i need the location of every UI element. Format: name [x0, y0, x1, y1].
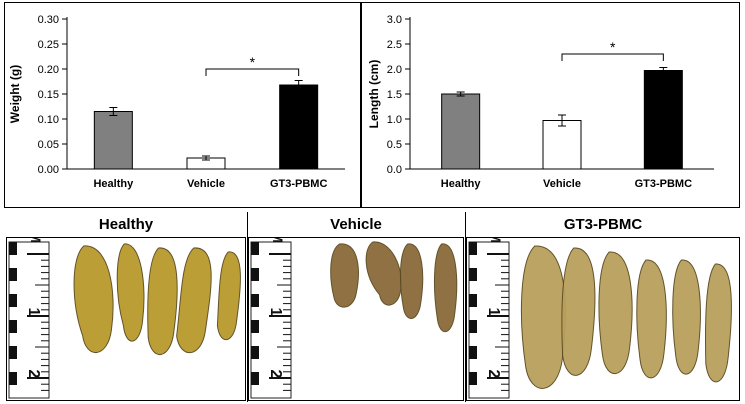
specimen — [365, 241, 402, 306]
specimen — [636, 259, 667, 379]
ruler-number: 1 — [25, 308, 42, 317]
specimen — [598, 251, 633, 375]
y-tick-label: 2.5 — [387, 39, 402, 51]
ruler-unit-label: CM — [270, 238, 286, 243]
panel-divider — [247, 212, 248, 402]
bar-vehicle — [542, 120, 582, 170]
y-tick-label: 3.0 — [387, 14, 402, 26]
significance-marker: * — [610, 39, 616, 55]
ruler-strip — [9, 268, 17, 281]
y-tick-label: 0.10 — [38, 114, 59, 126]
y-axis-label: Weight (g) — [8, 65, 22, 123]
specimen — [433, 243, 458, 333]
y-tick-label: 0.20 — [38, 64, 59, 76]
ruler-strip — [251, 268, 259, 281]
photo-vehicle-svg: CM 1 2 — [250, 238, 458, 399]
y-tick-label: 0.15 — [38, 89, 59, 101]
x-tick-label: Vehicle — [187, 178, 225, 190]
ruler-strip — [9, 346, 17, 359]
ruler-strip — [469, 294, 477, 307]
photo-healthy: CM 1 2 — [6, 237, 246, 401]
ruler: CM 1 2 — [8, 238, 50, 399]
ruler-number: 2 — [267, 370, 284, 379]
y-tick-label: 2.0 — [387, 64, 402, 76]
ruler-strip — [251, 346, 259, 359]
weight-chart-svg: 0.00 0.05 0.10 0.15 0.20 0.25 0.30 Weight (g) He… — [8, 14, 345, 190]
photo-healthy-svg: CM 1 2 — [8, 238, 241, 399]
ruler-strip — [251, 242, 259, 255]
y-axis-label: Length (cm) — [367, 60, 381, 129]
ruler: CM 1 2 — [468, 238, 510, 399]
panel-title-healthy: Healthy — [98, 216, 154, 233]
specimen — [561, 247, 596, 376]
x-tick-label: Vehicle — [543, 178, 581, 190]
ruler-strip — [469, 242, 477, 255]
specimen — [672, 259, 701, 375]
y-tick-label: 0.5 — [387, 139, 402, 151]
photo-gt3-pbmc-svg: CM 1 2 — [468, 238, 732, 399]
specimen — [216, 251, 241, 341]
ruler-strip — [9, 294, 17, 307]
length-chart-svg: 0.0 0.5 1.0 1.5 2.0 2.5 3.0 Length (cm) Healthy V… — [367, 14, 714, 190]
ruler-number: 1 — [267, 308, 284, 317]
ruler-unit-label: CM — [488, 238, 504, 243]
y-tick-label: 1.0 — [387, 114, 402, 126]
significance-bracket — [205, 68, 300, 76]
ruler-strip — [9, 320, 17, 333]
specimen — [520, 245, 566, 389]
y-tick-label: 0.25 — [38, 39, 59, 51]
ruler-number: 2 — [25, 370, 42, 379]
y-tick-label: 0.30 — [38, 14, 59, 26]
length-chart: 0.0 0.5 1.0 1.5 2.0 2.5 3.0 Length (cm) Healthy V… — [361, 2, 740, 208]
specimen — [73, 245, 114, 354]
ruler-strip — [251, 372, 259, 385]
bar-healthy — [441, 93, 481, 170]
specimen — [176, 247, 212, 354]
ruler-number: 2 — [485, 370, 502, 379]
significance-bracket — [561, 53, 664, 61]
specimen — [116, 243, 145, 342]
ruler-strip — [469, 320, 477, 333]
x-tick-label: GT3-PBMC — [635, 178, 693, 190]
panel-divider — [465, 212, 466, 402]
bar-gt3-pbmc — [279, 84, 319, 170]
y-tick-label: 1.5 — [387, 89, 402, 101]
bar-gt3-pbmc — [643, 70, 683, 170]
specimen — [705, 263, 732, 383]
photo-gt3-pbmc: CM 1 2 — [466, 237, 740, 401]
ruler-strip — [251, 294, 259, 307]
y-tick-label: 0.00 — [38, 164, 59, 176]
x-tick-label: Healthy — [93, 178, 134, 190]
x-tick-label: Healthy — [441, 178, 482, 190]
specimen — [330, 243, 359, 308]
ruler: CM 1 2 — [250, 238, 292, 399]
panel-title-vehicle: Vehicle — [330, 216, 382, 233]
y-tick-label: 0.05 — [38, 139, 59, 151]
ruler-strip — [9, 372, 17, 385]
ruler-strip — [469, 346, 477, 359]
specimen — [399, 243, 424, 319]
ruler-unit-label: CM — [28, 238, 44, 243]
ruler-strip — [9, 242, 17, 255]
ruler-strip — [469, 372, 477, 385]
y-tick-label: 0.0 — [387, 164, 402, 176]
x-tick-label: GT3-PBMC — [270, 178, 328, 190]
significance-marker: * — [250, 54, 256, 70]
panel-title-gt3-pbmc: GT3-PBMC — [563, 216, 643, 233]
photo-vehicle: CM 1 2 — [248, 237, 464, 401]
ruler-strip — [469, 268, 477, 281]
specimen — [147, 247, 178, 356]
bar-healthy — [93, 111, 133, 170]
weight-chart: 0.00 0.05 0.10 0.15 0.20 0.25 0.30 Weight (g) He… — [4, 2, 361, 208]
ruler-strip — [251, 320, 259, 333]
ruler-number: 1 — [485, 308, 502, 317]
